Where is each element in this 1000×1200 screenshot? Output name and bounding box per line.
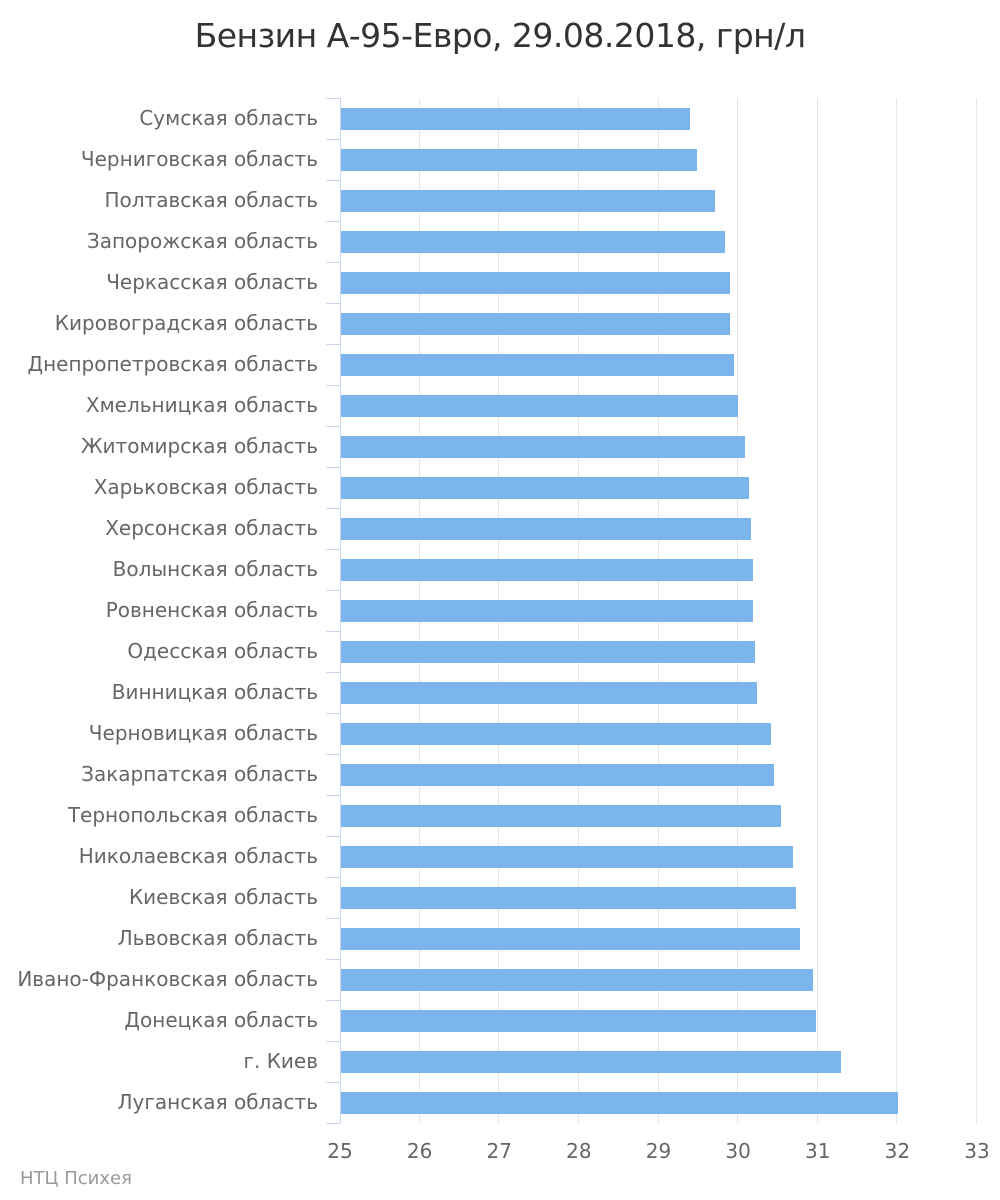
gridline-x-31 [817, 98, 818, 1123]
bar-16 [341, 723, 771, 745]
category-label: Днепропетровская область [27, 352, 318, 376]
x-axis-tick-label: 27 [486, 1139, 512, 1163]
x-axis-tick-label: 26 [406, 1139, 433, 1163]
bar-1 [341, 108, 690, 130]
category-label: Николаевская область [78, 844, 318, 868]
bar-24 [341, 1051, 841, 1073]
category-label: Закарпатская область [81, 762, 318, 786]
bar-11 [341, 518, 751, 540]
y-axis-tick [326, 98, 340, 99]
x-axis-tick-label: 29 [645, 1139, 672, 1163]
bar-10 [341, 477, 749, 499]
category-label: Полтавская область [104, 188, 318, 212]
y-axis-line [340, 98, 341, 1123]
bar-6 [341, 313, 730, 335]
category-label: г. Киев [243, 1049, 318, 1073]
category-label: Тернопольская область [67, 803, 318, 827]
category-label: Херсонская область [105, 516, 318, 540]
plot-area [326, 98, 977, 1124]
bar-9 [341, 436, 745, 458]
credits-label: НТЦ Психея [20, 1168, 132, 1189]
chart-title: Бензин А-95-Евро, 29.08.2018, грн/л [194, 16, 806, 55]
gridline-x-33 [976, 98, 977, 1123]
y-axis-tick [326, 221, 340, 222]
y-axis-tick [326, 754, 340, 755]
y-axis-tick [326, 590, 340, 591]
y-axis-tick [326, 385, 340, 386]
bar-23 [341, 1010, 816, 1032]
y-axis-tick [326, 918, 340, 919]
category-label: Ровненская область [105, 598, 318, 622]
x-axis-tick-label: 31 [805, 1139, 831, 1163]
bar-2 [341, 149, 697, 171]
category-label: Кировоградская область [54, 311, 318, 335]
y-axis-tick [326, 139, 340, 140]
bar-15 [341, 682, 757, 704]
y-axis-tick [326, 1000, 340, 1001]
y-axis-tick [326, 877, 340, 878]
bar-4 [341, 231, 725, 253]
bar-21 [341, 928, 800, 950]
y-axis-tick [326, 713, 340, 714]
bar-7 [341, 354, 734, 376]
gridline-x-32 [896, 98, 897, 1123]
y-axis-tick [326, 1123, 340, 1124]
bar-18 [341, 805, 781, 827]
bar-20 [341, 887, 796, 909]
y-axis-tick [326, 426, 340, 427]
bar-17 [341, 764, 774, 786]
y-axis-tick [326, 1041, 340, 1042]
y-axis-tick [326, 1082, 340, 1083]
bar-3 [341, 190, 715, 212]
y-axis-tick [326, 959, 340, 960]
category-label: Черкасская область [106, 270, 318, 294]
y-axis-tick [326, 344, 340, 345]
x-axis-tick-label: 28 [566, 1139, 592, 1163]
category-label: Волынская область [112, 557, 318, 581]
bar-5 [341, 272, 730, 294]
y-axis-tick [326, 836, 340, 837]
category-label: Черновицкая область [88, 721, 318, 745]
bar-19 [341, 846, 793, 868]
category-label: Сумская область [139, 106, 318, 130]
bar-13 [341, 600, 753, 622]
x-axis-tick-label: 32 [884, 1139, 911, 1163]
y-axis-tick [326, 631, 340, 632]
y-axis-tick [326, 303, 340, 304]
category-label: Одесская область [127, 639, 318, 663]
x-axis-tick-label: 33 [964, 1139, 990, 1163]
category-label: Донецкая область [124, 1008, 318, 1032]
category-label: Винницкая область [111, 680, 318, 704]
x-axis-tick-label: 30 [725, 1139, 751, 1163]
bar-22 [341, 969, 813, 991]
y-axis-tick [326, 672, 340, 673]
y-axis-tick [326, 795, 340, 796]
category-label: Киевская область [128, 885, 318, 909]
category-label: Харьковская область [93, 475, 318, 499]
category-label: Запорожская область [86, 229, 318, 253]
bar-25 [341, 1092, 898, 1114]
bar-12 [341, 559, 753, 581]
category-label: Ивано-Франковская область [17, 967, 318, 991]
y-axis-tick [326, 467, 340, 468]
x-axis-tick-label: 25 [327, 1139, 353, 1163]
category-label: Хмельницкая область [85, 393, 318, 417]
category-label: Черниговская область [80, 147, 318, 171]
y-axis-tick [326, 180, 340, 181]
y-axis-tick [326, 262, 340, 263]
category-label: Житомирская область [81, 434, 318, 458]
y-axis-tick [326, 508, 340, 509]
bar-14 [341, 641, 755, 663]
category-label: Львовская область [117, 926, 318, 950]
y-axis-tick [326, 549, 340, 550]
bar-8 [341, 395, 738, 417]
category-label: Луганская область [117, 1090, 318, 1114]
